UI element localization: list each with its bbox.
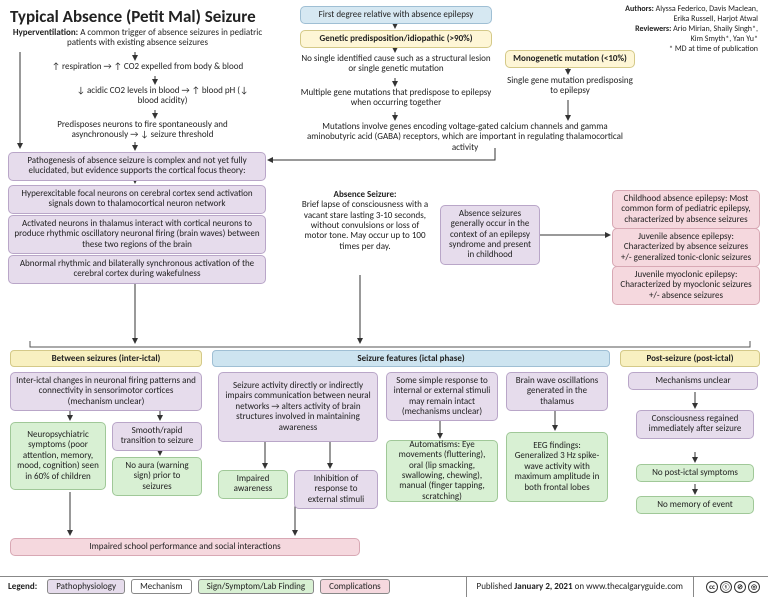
- page-title: Typical Absence (Petit Mal) Seizure: [10, 6, 256, 27]
- neuropsych-box: Neuropsychiatric symptoms (poor attentio…: [10, 422, 106, 490]
- mechanisms-unclear-box: Mechanisms unclear: [628, 372, 758, 390]
- legend-sign: Sign/Symptom/Lab Finding: [198, 579, 315, 594]
- no-single-cause-text: No single identified cause such as a str…: [300, 54, 492, 75]
- no-aura-box: No aura (warning sign) prior to seizures: [112, 457, 202, 496]
- consciousness-regained-box: Consciousness regained immediately after…: [636, 410, 754, 439]
- authors-block: Authors: Alyssa Federico, Davis Maclean,…: [625, 4, 758, 54]
- activated-thalamus-box: Activated neurons in thalamus interact w…: [8, 215, 266, 254]
- impaired-awareness-box: Impaired awareness: [218, 470, 288, 499]
- hyperventilation-text: Hyperventilation: A common trigger of ab…: [10, 28, 265, 49]
- ictal-header: Seizure features (ictal phase): [212, 350, 610, 367]
- impaired-school-box: Impaired school performance and social i…: [10, 538, 360, 556]
- single-gene-text: Single gene mutation predisposing to epi…: [505, 76, 635, 97]
- impairs-communication-box: Seizure activity directly or indirectly …: [218, 372, 378, 442]
- inhibition-box: Inhibition of response to external stimu…: [294, 470, 378, 509]
- legend-pathophysiology: Pathophysiology: [47, 579, 125, 594]
- legend-mechanism: Mechanism: [131, 579, 192, 594]
- authors-label: Authors:: [625, 4, 654, 14]
- interictal-header: Between seizures (inter-ictal): [10, 350, 202, 367]
- pub-site: on www.thecalgaryguide.com: [575, 581, 683, 592]
- legend-bar: Legend: Pathophysiology Mechanism Sign/S…: [0, 576, 768, 596]
- md-note: * MD at time of publication: [625, 44, 758, 54]
- juvenile-absence-box: Juvenile absence epilepsy: Characterized…: [612, 228, 760, 267]
- absence-seizure-block: Absence Seizure: Brief lapse of consciou…: [300, 190, 430, 252]
- pathogenesis-box: Pathogenesis of absence seizure is compl…: [8, 152, 266, 181]
- eeg-findings-box: EEG findings: Generalized 3 Hz spike-wav…: [506, 432, 608, 502]
- automatisms-box: Automatisms: Eye movements (fluttering),…: [386, 440, 498, 502]
- juvenile-myoclonic-box: Juvenile myoclonic epilepsy: Characteriz…: [612, 266, 760, 305]
- pub-prefix: Published: [477, 581, 513, 592]
- no-postictal-symptoms-box: No post-ictal symptoms: [636, 464, 754, 482]
- childhood-epilepsy-box: Childhood absence epilepsy: Most common …: [612, 190, 760, 229]
- no-memory-box: No memory of event: [636, 496, 754, 514]
- abnormal-rhythmic-box: Abnormal rhythmic and bilaterally synchr…: [8, 255, 266, 284]
- some-response-box: Some simple response to internal or exte…: [386, 372, 498, 421]
- first-degree-box: First degree relative with absence epile…: [300, 6, 492, 24]
- multiple-mutations-text: Multiple gene mutations that predispose …: [300, 88, 492, 109]
- publication-info: Published January 2, 2021 on www.thecalg…: [466, 577, 694, 597]
- co2-text: ↓ acidic CO2 levels in blood → ↑ blood p…: [75, 86, 250, 107]
- reviewers-label: Reviewers:: [635, 24, 671, 34]
- interictal-changes-box: Inter-ictal changes in neuronal firing p…: [10, 372, 202, 411]
- monogenetic-header-box: Monogenetic mutation (<10%): [505, 50, 635, 68]
- smooth-transition-box: Smooth/rapid transition to seizure: [112, 422, 202, 451]
- legend-complications: Complications: [320, 579, 390, 594]
- reviewers-names: Ario Mirian, Shaily Singh*, Kim Smyth*, …: [673, 24, 758, 44]
- syndrome-context-box: Absence seizures generally occur in the …: [440, 205, 540, 265]
- hyperventilation-body: A common trigger of absence seizures in …: [67, 27, 262, 48]
- absence-seizure-body: Brief lapse of consciousness with a vaca…: [300, 200, 430, 252]
- postictal-header: Post-seizure (post-ictal): [620, 350, 760, 367]
- mutations-gaba-text: Mutations involve genes encoding voltage…: [300, 122, 630, 153]
- brain-wave-box: Brain wave oscillations generated in the…: [506, 372, 608, 411]
- hyperexcitable-box: Hyperexcitable focal neurons on cerebral…: [8, 185, 266, 214]
- genetic-header-box: Genetic predisposition/idiopathic (>90%): [300, 30, 492, 48]
- predispose-text: Predisposes neurons to fire spontaneousl…: [30, 120, 255, 141]
- authors-names: Alyssa Federico, Davis Maclean, Erika Ru…: [656, 4, 758, 24]
- legend-label: Legend:: [8, 581, 37, 592]
- pub-date: January 2, 2021: [514, 581, 572, 592]
- cc-license-icon: cc①⊘◎: [700, 581, 760, 593]
- respiration-text: ↑ respiration → ↑ CO2 expelled from body…: [45, 62, 250, 72]
